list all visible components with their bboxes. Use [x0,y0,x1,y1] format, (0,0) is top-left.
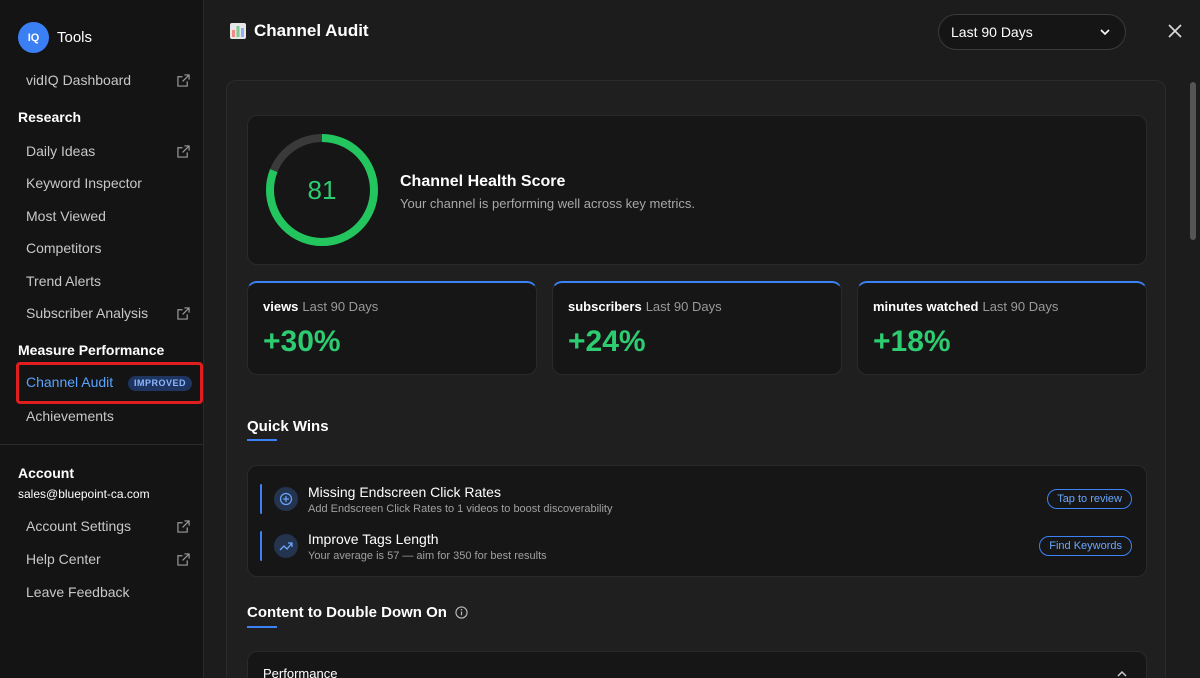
section-title-measure-performance: Measure Performance [18,342,165,358]
sidebar-item-help-center[interactable]: Help Center [26,547,190,571]
stat-card-minutes-watched: minutes watched Last 90 Days +18% [857,281,1147,375]
stat-card-views: views Last 90 Days +30% [247,281,537,375]
brand-label: Tools [57,29,93,46]
sidebar-item-daily-ideas[interactable]: Daily Ideas [26,139,190,163]
stat-label: minutes watched [873,299,979,314]
health-score-value: 81 [307,174,337,205]
sidebar-item-label: Leave Feedback [26,584,130,600]
quick-wins-heading: Quick Wins [247,418,329,435]
page-title: Channel Audit [230,21,369,41]
sidebar-item-label: Competitors [26,240,102,256]
sidebar-item-label: vidIQ Dashboard [26,72,132,88]
section-title-account: Account [18,465,74,481]
improved-badge: IMPROVED [128,376,193,391]
stat-label: subscribers [568,299,642,314]
performance-label: Performance [263,666,338,678]
win-title: Improve Tags Length [308,531,439,547]
quick-win-item: Improve Tags Length Your average is 57 —… [260,529,1136,563]
sidebar-item-most-viewed[interactable]: Most Viewed [26,204,190,228]
win-title: Missing Endscreen Click Rates [308,484,501,500]
quick-win-item: Missing Endscreen Click Rates Add Endscr… [260,482,1136,516]
sidebar-item-keyword-inspector[interactable]: Keyword Inspector [26,171,190,195]
quick-wins-card: Missing Endscreen Click Rates Add Endscr… [247,465,1147,577]
heading-underline [247,439,277,441]
stat-period: Last 90 Days [302,299,379,314]
sidebar-item-label: Help Center [26,551,101,567]
content-heading-text: Content to Double Down On [247,604,447,621]
plus-circle-icon [274,487,298,511]
close-icon[interactable] [1166,22,1184,40]
info-icon[interactable] [455,606,468,619]
stat-label: views [263,299,299,314]
sidebar-item-trend-alerts[interactable]: Trend Alerts [26,269,190,293]
vidiq-logo: IQ [18,22,49,53]
health-score-title: Channel Health Score [400,173,566,190]
section-title-research: Research [18,109,82,125]
sidebar-item-channel-audit-highlight[interactable] [16,362,203,404]
heading-underline [247,626,277,628]
stat-card-subscribers: subscribers Last 90 Days +24% [552,281,842,375]
account-email: sales@bluepoint-ca.com [18,487,150,501]
sidebar-item-competitors[interactable]: Competitors [26,236,190,260]
audit-panel: 81 Channel Health Score Your channel is … [226,80,1166,678]
bar-chart-icon [230,23,246,39]
sidebar-item-leave-feedback[interactable]: Leave Feedback [26,580,190,604]
sidebar-item-label: Trend Alerts [26,273,101,289]
sidebar-item-achievements[interactable]: Achievements [26,404,190,428]
tap-to-review-button[interactable]: Tap to review [1047,489,1132,509]
scrollbar-thumb[interactable] [1190,82,1196,240]
date-range-select[interactable]: Last 90 Days [938,14,1126,50]
win-description: Add Endscreen Click Rates to 1 videos to… [308,503,613,515]
sidebar-item-account-settings[interactable]: Account Settings [26,514,190,538]
sidebar-item-label: Account Settings [26,518,132,534]
stat-value: +18% [873,325,951,358]
health-score-gauge [266,134,378,246]
sidebar: IQ Tools vidIQ Dashboard Research Daily … [0,0,204,678]
sidebar-item-label: Achievements [26,408,114,424]
sidebar-item-label: Most Viewed [26,208,106,224]
performance-accordion[interactable]: Performance [247,651,1147,678]
main-content: Channel Audit Last 90 Days 81 Channel He… [204,0,1200,678]
chevron-up-icon [1117,670,1127,677]
sidebar-item-label: Keyword Inspector [26,175,142,191]
sidebar-item-subscriber-analysis[interactable]: Subscriber Analysis [26,301,190,325]
external-link-icon [177,306,190,320]
win-description: Your average is 57 — aim for 350 for bes… [308,550,547,562]
external-link-icon [177,552,190,566]
content-heading: Content to Double Down On [247,604,468,621]
stat-value: +30% [263,325,341,358]
win-accent [260,531,263,561]
win-accent [260,484,263,514]
page-title-text: Channel Audit [254,21,369,40]
stat-period: Last 90 Days [982,299,1059,314]
health-score-card: 81 Channel Health Score Your channel is … [247,115,1147,265]
external-link-icon [177,144,190,158]
health-score-subtitle: Your channel is performing well across k… [400,196,696,211]
stat-value: +24% [568,325,646,358]
health-score-arc [266,134,378,246]
sidebar-item-label: Subscriber Analysis [26,305,149,321]
find-keywords-button[interactable]: Find Keywords [1039,536,1132,556]
stat-period: Last 90 Days [645,299,722,314]
sidebar-item-label: Daily Ideas [26,143,96,159]
date-range-value: Last 90 Days [951,24,1033,40]
brand[interactable]: IQ Tools [18,22,92,53]
sidebar-item-vidiq-dashboard[interactable]: vidIQ Dashboard [26,68,190,92]
sidebar-item-channel-audit[interactable]: Channel Audit [26,374,114,390]
sidebar-divider [0,444,204,445]
external-link-icon [177,73,190,87]
chevron-down-icon [1100,29,1110,36]
trending-up-icon [274,534,298,558]
external-link-icon [177,519,190,533]
